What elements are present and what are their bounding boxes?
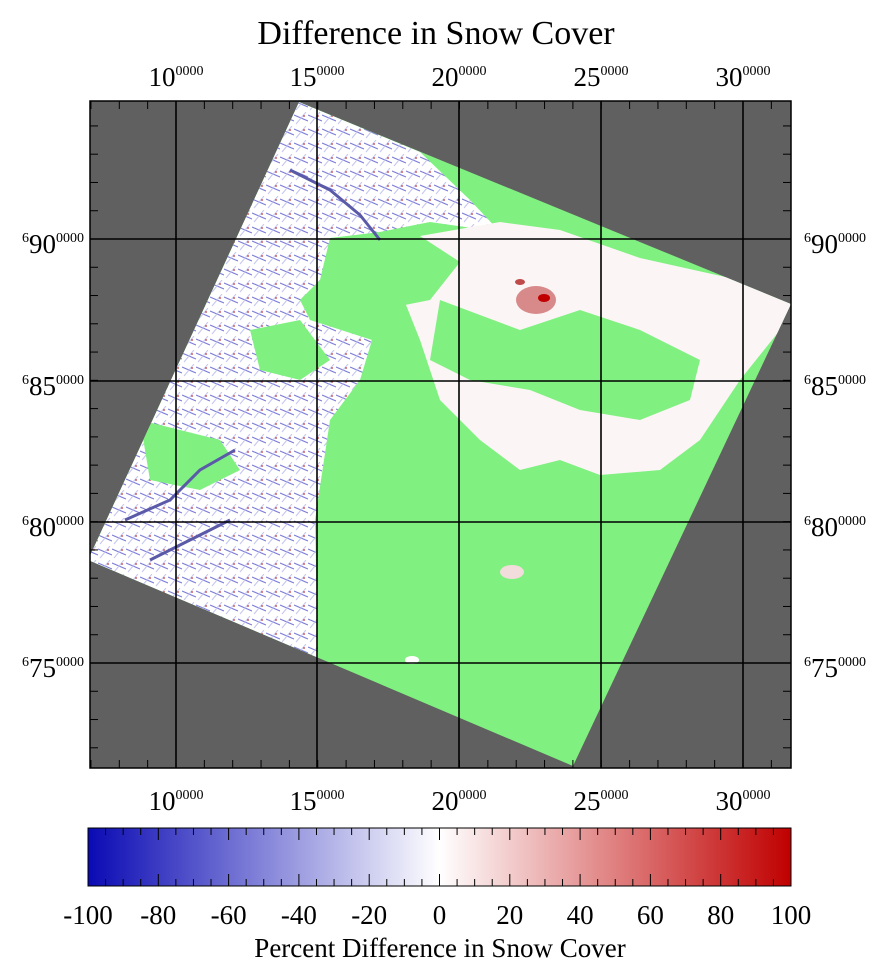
colorbar-label: 100: [771, 900, 812, 930]
map-title: Difference in Snow Cover: [257, 15, 615, 52]
colorbar-label: 20: [496, 900, 523, 930]
colorbar-label: -40: [281, 900, 317, 930]
right-y-tick-label: 6850000: [804, 371, 866, 401]
left-axis-labels: 6900000 6850000 6800000 6750000: [22, 229, 84, 683]
right-y-tick-label: 6750000: [804, 653, 866, 683]
map-border: [89, 100, 792, 769]
frame-minor-ticks: [90, 101, 791, 768]
colorbar-label: 40: [567, 900, 594, 930]
colorbar: -100 -80 -60 -40 -20 0 20 40 60 80 100 Percent Dif…: [63, 827, 811, 963]
bottom-x-tick-label: 100000: [149, 786, 204, 816]
bottom-x-tick-label: 150000: [290, 786, 345, 816]
left-y-tick-label: 6900000: [22, 229, 84, 259]
top-x-tick-label: 200000: [432, 62, 487, 92]
positive-difference-spots: [405, 279, 556, 664]
fjord-lines: [124, 168, 382, 562]
colorbar-label: -20: [351, 900, 387, 930]
bottom-axis-labels: 100000 150000 200000 250000 300000: [149, 786, 771, 816]
colorbar-ticks: [87, 828, 792, 886]
valley-patch: [330, 236, 460, 310]
colorbar-label: 80: [707, 900, 734, 930]
colorbar-label: 60: [637, 900, 664, 930]
bottom-x-tick-label: 250000: [574, 786, 629, 816]
valley-patch: [430, 300, 700, 420]
right-axis-labels: 6900000 6850000 6800000 6750000: [804, 229, 866, 683]
top-x-tick-label: 100000: [149, 62, 204, 92]
right-y-tick-label: 6900000: [804, 229, 866, 259]
left-y-tick-label: 6800000: [22, 512, 84, 542]
top-axis-labels: 100000 150000 200000 250000 300000: [149, 62, 771, 92]
grid-lines: [90, 101, 791, 768]
left-y-tick-label: 6750000: [22, 653, 84, 683]
colorbar-labels: -100 -80 -60 -40 -20 0 20 40 60 80 100: [63, 900, 811, 930]
map-frame: [90, 101, 791, 768]
colorbar-label: -80: [140, 900, 176, 930]
top-x-tick-label: 150000: [290, 62, 345, 92]
right-y-tick-label: 6800000: [804, 512, 866, 542]
top-x-tick-label: 250000: [574, 62, 629, 92]
valley-patch: [250, 320, 330, 380]
top-x-tick-label: 300000: [716, 62, 771, 92]
bottom-x-tick-label: 200000: [432, 786, 487, 816]
colorbar-label: -100: [63, 900, 113, 930]
colorbar-label: 0: [433, 900, 447, 930]
left-y-tick-label: 6850000: [22, 371, 84, 401]
colorbar-title: Percent Difference in Snow Cover: [254, 933, 625, 963]
colorbar-label: -60: [211, 900, 247, 930]
valley-patch: [140, 420, 240, 490]
bottom-x-tick-label: 300000: [716, 786, 771, 816]
